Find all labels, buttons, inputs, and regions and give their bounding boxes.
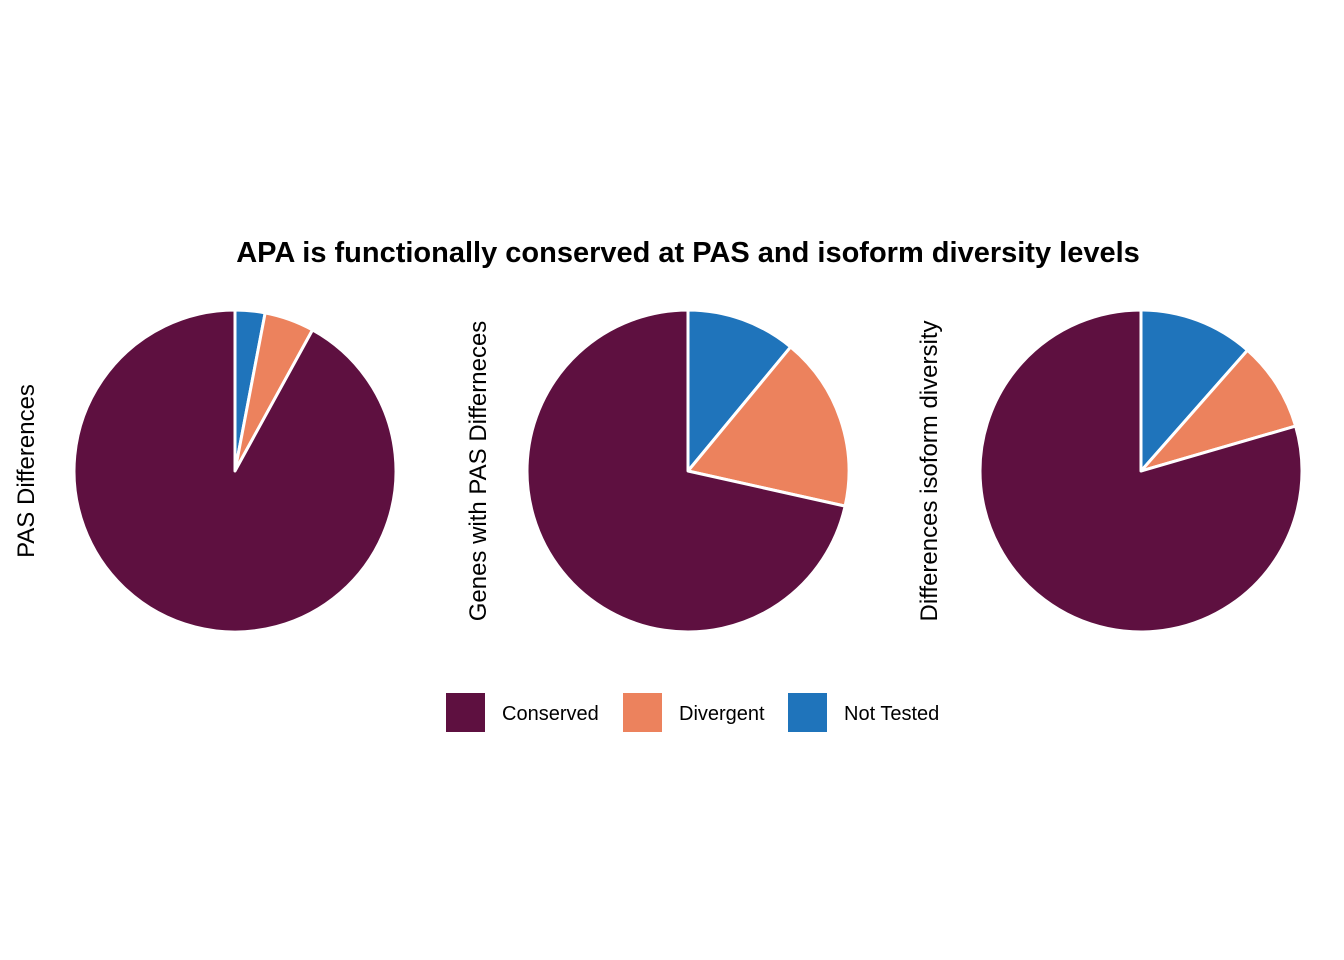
pie-slice-divergent — [1139, 348, 1298, 473]
pie-slice-conserved — [72, 308, 398, 634]
pie-slice-not-tested — [686, 308, 793, 473]
legend-label: Divergent — [679, 703, 765, 725]
legend-swatch — [623, 693, 662, 732]
legend-item-not-tested: Not Tested — [788, 693, 939, 732]
legend-swatch — [446, 693, 485, 732]
legend-label: Conserved — [502, 703, 599, 725]
pie-slice-conserved — [525, 308, 847, 634]
legend-item-divergent: Divergent — [623, 693, 765, 732]
pie-panel-3: Differences isoform diversity — [916, 308, 1304, 634]
legend: Conserved Divergent Not Tested — [446, 693, 939, 732]
pie-slice-conserved — [978, 308, 1304, 634]
legend-swatch — [788, 693, 827, 732]
pie-panel-2: Genes with PAS Differneces — [465, 308, 851, 634]
panel-label: Differences isoform diversity — [916, 321, 943, 622]
panel-label: Genes with PAS Differneces — [465, 321, 492, 622]
pie-slice-divergent — [686, 345, 851, 508]
panel-label: PAS Differences — [13, 384, 40, 558]
pie-panel-1: PAS Differences — [13, 308, 398, 634]
pie-slice-not-tested — [1139, 308, 1249, 473]
legend-label: Not Tested — [844, 703, 939, 725]
chart-title: APA is functionally conserved at PAS and… — [236, 237, 1140, 269]
pie-panels: PAS Differences Genes with PAS Differnece… — [13, 308, 1304, 634]
legend-item-conserved: Conserved — [446, 693, 599, 732]
